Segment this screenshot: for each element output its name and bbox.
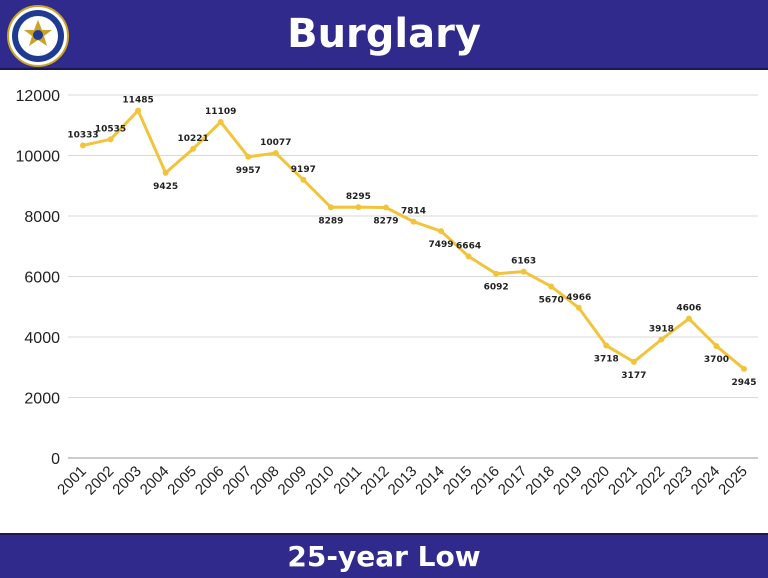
data-label: 3718 [594, 355, 619, 365]
data-point [520, 268, 527, 275]
x-tick-label: 2010 [302, 463, 338, 499]
data-point [355, 204, 362, 211]
data-label: 11109 [205, 107, 236, 117]
y-axis-ticks: 0 2000 4000 6000 8000 10000 12000 [16, 88, 61, 468]
data-point [135, 107, 142, 114]
data-points [80, 107, 747, 372]
y-tick-label: 4000 [24, 330, 60, 347]
data-point [685, 315, 692, 322]
data-label: 2945 [731, 378, 756, 388]
x-tick-label: 2025 [715, 463, 751, 499]
x-tick-label: 2019 [550, 463, 586, 499]
data-point [575, 304, 582, 311]
data-point [327, 204, 334, 211]
data-point [245, 153, 252, 160]
data-point [548, 283, 555, 290]
gridlines [68, 94, 758, 459]
series-line-layer [82, 109, 745, 371]
y-tick-label: 2000 [24, 391, 60, 408]
y-tick-label: 8000 [24, 209, 60, 226]
data-label: 9957 [236, 166, 261, 176]
data-label: 8279 [373, 217, 398, 227]
x-tick-label: 2007 [219, 463, 255, 499]
x-tick-label: 2015 [440, 463, 476, 499]
data-point [300, 176, 307, 183]
page-title: Burglary [287, 11, 481, 57]
y-tick-label: 10000 [16, 149, 61, 166]
x-tick-label: 2011 [330, 463, 365, 498]
data-label: 10333 [67, 130, 98, 140]
data-label: 11485 [122, 96, 153, 106]
x-tick-label: 2002 [82, 463, 118, 499]
data-point [603, 342, 610, 349]
data-label: 8295 [346, 192, 371, 202]
x-tick-label: 2003 [109, 463, 145, 499]
x-tick-label: 2006 [192, 463, 228, 499]
x-tick-label: 2021 [605, 463, 641, 499]
x-tick-label: 2017 [495, 463, 531, 499]
data-point [741, 365, 747, 372]
data-point [107, 136, 114, 143]
line-chart: 0 2000 4000 6000 8000 10000 12000 200120022003… [16, 88, 758, 499]
series-line [82, 109, 745, 371]
data-point [382, 204, 389, 211]
footer-banner: 25-year Low [0, 533, 768, 578]
data-point [410, 218, 417, 225]
x-tick-label: 2005 [164, 463, 200, 499]
data-label: 6163 [511, 257, 536, 267]
data-label: 10077 [260, 138, 291, 148]
data-label: 6092 [484, 283, 509, 293]
data-point [217, 118, 224, 125]
x-tick-label: 2022 [633, 463, 669, 499]
data-point [438, 228, 445, 235]
y-tick-label: 12000 [16, 88, 61, 105]
x-tick-label: 2009 [275, 463, 311, 499]
data-label: 4606 [676, 304, 701, 314]
data-label: 10221 [178, 134, 209, 144]
x-tick-label: 2018 [522, 463, 558, 499]
x-tick-label: 2023 [660, 463, 696, 499]
data-label: 7814 [401, 207, 426, 217]
data-point [190, 145, 197, 152]
x-tick-label: 2014 [412, 463, 448, 499]
data-label: 9197 [291, 165, 316, 175]
x-tick-label: 2008 [247, 463, 283, 499]
y-tick-label: 0 [51, 451, 60, 468]
data-label: 3700 [704, 355, 729, 365]
data-point [493, 270, 500, 277]
x-tick-label: 2012 [357, 463, 393, 499]
x-tick-label: 2024 [688, 463, 724, 499]
data-label: 7499 [429, 240, 454, 250]
x-tick-label: 2013 [385, 463, 421, 499]
x-tick-label: 2020 [577, 463, 613, 499]
data-point [630, 358, 637, 365]
header-banner: Burglary [0, 0, 768, 70]
x-tick-label: 2004 [137, 463, 173, 499]
x-axis-ticks: 2001200220032004200520062007200820092010… [54, 463, 751, 499]
data-point [80, 142, 86, 149]
x-tick-label: 2001 [54, 463, 90, 499]
data-label: 9425 [153, 182, 178, 192]
data-label: 6664 [456, 241, 481, 251]
y-tick-label: 6000 [24, 270, 60, 287]
data-point [465, 253, 472, 260]
data-label: 4966 [566, 293, 591, 303]
data-point [162, 169, 169, 176]
footer-caption: 25-year Low [287, 540, 481, 573]
data-point [272, 150, 279, 157]
data-point [658, 336, 665, 343]
data-label: 3918 [649, 324, 674, 334]
x-tick-label: 2016 [467, 463, 503, 499]
data-label: 10535 [95, 124, 126, 134]
data-label: 3177 [621, 371, 646, 381]
data-label: 5670 [539, 295, 564, 305]
data-point [713, 343, 720, 350]
data-label: 8289 [318, 216, 343, 226]
police-seal-icon [7, 5, 69, 67]
